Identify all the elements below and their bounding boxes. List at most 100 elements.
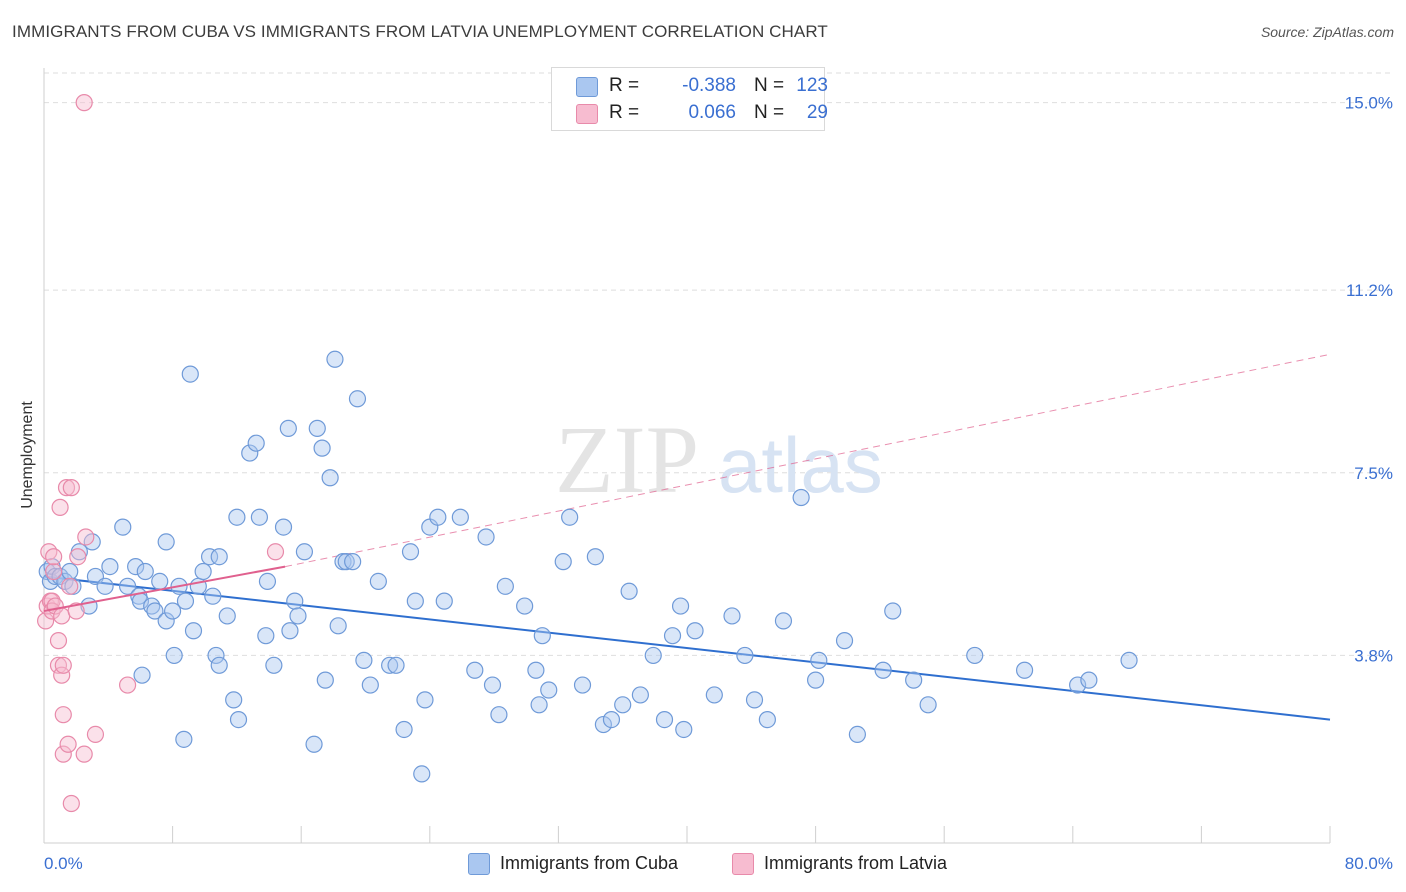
point-latvia [40,543,58,561]
point-cuba [496,577,514,595]
point-latvia [45,548,63,566]
watermark-zip: ZIP [555,406,699,513]
point-cuba [416,691,434,709]
trendlines [43,353,1331,721]
point-cuba [133,666,151,684]
point-cuba [483,676,502,694]
point-latvia [54,656,72,674]
point-cuba [490,706,508,724]
point-cuba [194,562,212,581]
point-cuba [313,439,331,457]
point-cuba [151,572,169,590]
point-latvia [75,94,93,112]
chart-title: IMMIGRANTS FROM CUBA VS IMMIGRANTS FROM … [12,22,828,41]
point-cuba [337,553,355,571]
point-latvia [77,528,95,546]
point-latvia [51,498,69,516]
point-cuba [573,676,592,694]
y-axis-label: Unemployment [19,401,36,509]
point-cuba [381,656,399,674]
point-cuba [200,548,219,566]
y-tick-label: 15.0% [1345,94,1393,113]
y-tick-label: 11.2% [1346,281,1393,300]
point-cuba [157,612,175,630]
point-cuba [204,587,222,605]
bottom-legend-label-latvia: Immigrants from Latvia [764,853,948,873]
point-cuba [1069,676,1087,694]
point-cuba [806,671,825,689]
point-cuba [533,627,551,645]
point-cuba [38,562,56,581]
point-cuba [348,390,367,408]
point-cuba [250,508,269,526]
legend-n-value: 123 [796,75,828,96]
y-tick-label: 7.5% [1354,464,1393,483]
point-cuba [663,627,682,645]
x-tick-label-min: 0.0% [44,854,83,873]
point-cuba [164,602,182,620]
watermark: ZIP atlas [555,406,883,513]
point-cuba [118,577,137,595]
point-cuba [966,646,984,665]
point-cuba [530,696,548,714]
trendline-cuba [43,575,1331,721]
point-cuba [308,419,326,437]
point-cuba [228,508,246,526]
point-cuba [247,434,265,452]
point-cuba [874,661,892,679]
point-latvia [69,548,87,566]
point-cuba [326,350,344,368]
point-latvia [49,632,68,650]
point-cuba [413,765,431,783]
point-cuba [289,607,307,625]
point-cuba [218,607,236,625]
point-latvia [67,602,85,620]
point-cuba [671,597,690,615]
point-cuba [305,735,323,753]
legend-n-value: 29 [806,102,828,123]
point-cuba [41,572,60,590]
point-cuba [1080,671,1098,689]
point-cuba [146,602,164,620]
point-cuba [758,711,776,729]
y-tick-label: 3.8% [1354,646,1393,665]
point-latvia [54,745,72,763]
legend-r-label: R = [609,75,640,96]
point-cuba [369,572,387,590]
point-latvia [54,706,72,724]
point-cuba [184,622,203,640]
legend-r-value: 0.066 [688,102,736,123]
point-cuba [136,562,154,581]
point-cuba [295,543,314,561]
point-cuba [477,528,495,546]
point-cuba [401,543,420,561]
point-cuba [466,661,484,679]
point-cuba [723,607,741,625]
point-cuba [736,646,754,665]
point-cuba [561,508,579,526]
bottom-legend-swatch-latvia [732,853,754,875]
point-cuba [919,696,937,714]
point-cuba [774,612,793,630]
point-cuba [361,676,379,694]
point-cuba [114,518,132,536]
point-cuba [1015,661,1034,679]
point-latvia [266,543,285,561]
point-cuba [527,661,545,679]
point-cuba [554,553,572,571]
trendline-latvia-solid [43,565,286,612]
point-cuba [143,597,161,615]
point-cuba [321,469,339,487]
point-cuba [686,622,704,640]
point-cuba [884,602,902,620]
axis-layer [43,68,1331,844]
point-cuba [61,562,79,581]
point-latvia [118,676,137,694]
point-cuba [101,557,119,576]
legend-r-label: R = [609,102,640,123]
point-latvia [62,479,80,497]
point-latvia [45,562,63,581]
point-latvia [49,656,68,674]
point-cuba [157,533,175,551]
point-latvia [59,735,77,753]
